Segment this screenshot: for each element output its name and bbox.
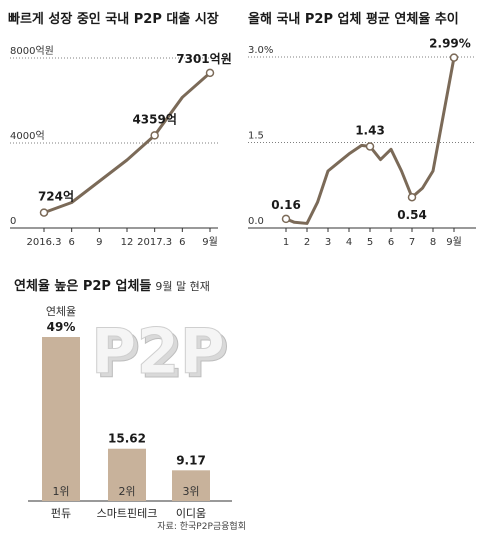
y-tick-label: 3.0% [248, 45, 273, 56]
series-line [285, 57, 456, 225]
category-label: 이디움 [176, 507, 206, 520]
data-label: 0.16 [271, 198, 301, 212]
chart-title: 올해 국내 P2P 업체 평균 연체율 추이 [248, 12, 459, 27]
category-label: 펀듀 [51, 507, 71, 520]
x-tick-label: 1 [283, 237, 289, 248]
x-tick-label: 4 [346, 237, 352, 248]
loan-market-plot: 8000억원 4000억 0 2016.3 6 9 12 2017.3 6 9월 724억 4359억… [10, 45, 232, 248]
source-note: 자료: 한국P2P금융협회 [157, 520, 246, 532]
x-tick-label: 2 [304, 237, 310, 248]
rank-label: 3위 [182, 485, 199, 498]
data-label: 0.54 [397, 208, 427, 222]
delinquency-trend-plot: 3.0% 1.5 0.0 1 2 3 4 5 6 7 8 9월 0.16 1.43 0.54 2.99% [248, 37, 476, 248]
data-point [281, 214, 291, 224]
category-label: 스마트핀테크 [97, 507, 158, 520]
y-tick-label: 1.5 [248, 131, 264, 142]
data-label: 724억 [38, 190, 74, 204]
rank-label: 1위 [52, 485, 69, 498]
x-tick-label: 8 [430, 237, 436, 248]
x-tick-label: 9 [96, 237, 102, 248]
data-point [365, 142, 375, 151]
data-label: 1.43 [355, 123, 385, 137]
data-label: 4359억 [132, 112, 176, 126]
p2p-background-logo: P2P [95, 319, 229, 392]
x-tick-label: 6 [68, 237, 74, 248]
y-tick-label: 8000억원 [10, 45, 54, 57]
x-tick-label: 6 [388, 237, 394, 248]
data-point [39, 208, 49, 217]
chart-title-row: 연체율 높은 P2P 업체들 9월 말 현재 [14, 275, 210, 294]
delinquency-trend-chart: 올해 국내 P2P 업체 평균 연체율 추이 3.0% 1.5 0.0 1 2 3 4 5 6 7… [240, 0, 480, 262]
p2p-background-logo: P2P [91, 315, 225, 388]
bar [108, 448, 146, 501]
x-tick-label: 6 [179, 237, 185, 248]
x-tick-label: 2016.3 [27, 237, 62, 248]
chart-subtitle: 9월 말 현재 [155, 280, 210, 293]
data-label: 7301억원 [176, 52, 231, 66]
chart-title: 연체율 높은 P2P 업체들 [14, 279, 152, 294]
x-tick-label: 5 [367, 237, 373, 248]
y-tick-label: 4000억 [10, 130, 45, 142]
x-tick-label: 9월 [446, 236, 462, 248]
data-point [150, 131, 159, 140]
series-line [43, 71, 211, 215]
data-point [407, 192, 417, 202]
y-tick-label: 0 [10, 216, 16, 227]
x-tick-label: 3 [325, 237, 331, 248]
bar [172, 470, 210, 501]
x-tick-label: 12 [121, 237, 134, 248]
data-point [449, 53, 459, 62]
chart-title: 빠르게 성장 중인 국내 P2P 대출 시장 [8, 12, 219, 27]
unit-label: 연체율 [46, 305, 76, 318]
value-label: 9.17 [176, 453, 206, 467]
value-label: 49% [47, 320, 76, 334]
rank-label: 2위 [118, 485, 135, 498]
x-tick-label: 7 [409, 237, 415, 248]
data-point [205, 68, 215, 78]
x-tick-label: 9월 [202, 236, 218, 248]
y-tick-label: 0.0 [248, 216, 264, 227]
bar [42, 337, 80, 501]
x-tick-label: 2017.3 [137, 237, 172, 248]
value-label: 15.62 [108, 432, 146, 446]
loan-market-chart: 빠르게 성장 중인 국내 P2P 대출 시장 8000억원 4000억 0 2016.… [0, 0, 240, 262]
data-label: 2.99% [429, 37, 471, 51]
